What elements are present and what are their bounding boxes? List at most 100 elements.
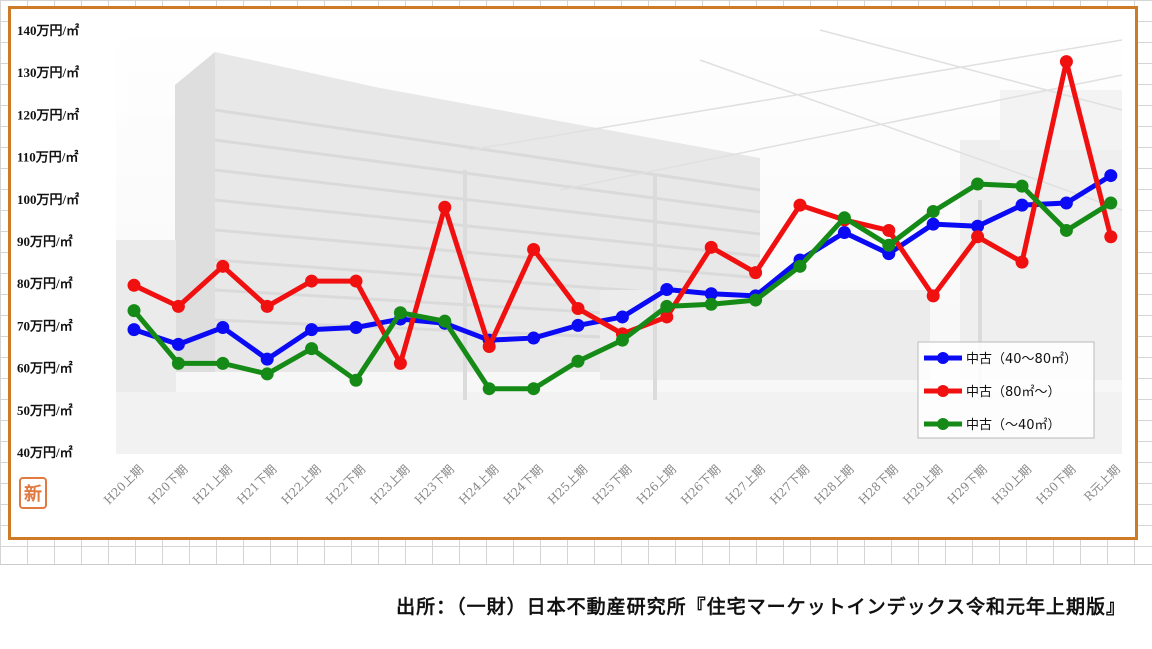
- x-tick-label: H25下期: [589, 462, 634, 507]
- data-point: [171, 337, 185, 351]
- y-tick-label: 140万円/㎡: [17, 23, 79, 38]
- data-point: [527, 331, 541, 345]
- data-point: [393, 356, 407, 370]
- data-point: [216, 321, 230, 335]
- x-tick-label: H26下期: [678, 462, 723, 507]
- data-point: [660, 283, 674, 297]
- y-tick-label: 50万円/㎡: [17, 403, 73, 418]
- data-point: [704, 297, 718, 311]
- new-badge: 新: [19, 477, 47, 509]
- data-point: [971, 230, 985, 244]
- data-point: [438, 200, 452, 214]
- data-point: [127, 304, 141, 318]
- x-tick-label: H29下期: [945, 462, 990, 507]
- x-tick-label: H21下期: [234, 462, 279, 507]
- data-point: [837, 226, 851, 240]
- data-point: [793, 198, 807, 212]
- data-point: [1104, 169, 1118, 183]
- data-point: [704, 287, 718, 301]
- x-tick-label: H20上期: [101, 462, 146, 507]
- y-tick-label: 40万円/㎡: [17, 445, 73, 460]
- data-point: [1015, 255, 1029, 269]
- x-tick-label: H25上期: [545, 462, 590, 507]
- x-axis-tick-labels: H20上期 H20下期 H21上期 H21下期 H22上期 H22下期 H23上期 H23下期…: [101, 462, 1123, 507]
- data-point: [527, 242, 541, 256]
- y-tick-label: 60万円/㎡: [17, 361, 73, 376]
- data-point: [127, 323, 141, 337]
- data-point: [926, 289, 940, 303]
- x-tick-label: H30下期: [1033, 462, 1078, 507]
- legend-swatch-marker: [937, 352, 949, 364]
- legend-label: 中古（～40㎡）: [966, 418, 1061, 433]
- data-point: [1059, 223, 1073, 237]
- series-3: [127, 177, 1118, 396]
- x-tick-label: H26上期: [634, 462, 679, 507]
- data-point: [749, 293, 763, 307]
- legend: 中古（40～80㎡） 中古（80㎡～） 中古（～40㎡）: [917, 341, 1095, 439]
- x-tick-label: H27上期: [723, 462, 768, 507]
- y-tick-label: 90万円/㎡: [17, 234, 73, 249]
- series-layer: [127, 55, 1118, 396]
- data-point: [305, 342, 319, 356]
- data-point: [793, 259, 807, 273]
- data-point: [482, 340, 496, 353]
- data-point: [1059, 55, 1073, 69]
- data-point: [527, 382, 541, 396]
- data-point: [349, 321, 363, 335]
- new-badge-text: 新: [24, 483, 42, 505]
- data-point: [615, 333, 629, 347]
- data-point: [660, 310, 674, 324]
- legend-label: 中古（40～80㎡）: [966, 352, 1077, 367]
- x-tick-label: H20下期: [145, 462, 190, 507]
- y-tick-label: 110万円/㎡: [17, 150, 78, 165]
- y-tick-label: 70万円/㎡: [17, 318, 73, 333]
- y-tick-label: 100万円/㎡: [17, 192, 79, 207]
- x-tick-label: H28上期: [811, 462, 856, 507]
- data-point: [1015, 198, 1029, 212]
- data-point: [260, 299, 274, 313]
- x-tick-label: R元上期: [1081, 462, 1123, 504]
- data-point: [1104, 230, 1118, 244]
- data-point: [171, 356, 185, 370]
- data-point: [971, 219, 985, 233]
- data-point: [571, 354, 585, 368]
- y-tick-label: 120万円/㎡: [17, 107, 79, 122]
- data-point: [171, 299, 185, 313]
- data-point: [971, 177, 985, 191]
- data-point: [571, 318, 585, 332]
- data-point: [482, 382, 496, 396]
- x-tick-label: H29上期: [900, 462, 945, 507]
- legend-item: 中古（40～80㎡）: [924, 352, 1077, 367]
- x-tick-label: H30上期: [989, 462, 1034, 507]
- data-point: [704, 240, 718, 254]
- data-point: [571, 302, 585, 316]
- legend-item: 中古（～40㎡）: [924, 418, 1061, 433]
- x-tick-label: H21上期: [190, 462, 235, 507]
- x-tick-label: H23下期: [412, 462, 457, 507]
- x-tick-label: H23上期: [367, 462, 412, 507]
- source-caption: 出所：（一財）日本不動産研究所『住宅マーケットインデックス令和元年上期版』: [396, 596, 1126, 618]
- data-point: [393, 306, 407, 320]
- data-point: [305, 274, 319, 288]
- data-point: [660, 299, 674, 313]
- data-point: [837, 211, 851, 225]
- data-point: [127, 278, 141, 292]
- data-point: [260, 367, 274, 381]
- data-point: [926, 204, 940, 218]
- x-tick-label: H28下期: [856, 462, 901, 507]
- data-point: [882, 238, 896, 252]
- data-point: [882, 223, 896, 237]
- data-point: [1104, 196, 1118, 210]
- legend-swatch-marker: [937, 418, 949, 430]
- data-point: [349, 373, 363, 387]
- x-tick-label: H24上期: [456, 462, 501, 507]
- y-tick-label: 130万円/㎡: [17, 65, 79, 80]
- x-tick-label: H22上期: [279, 462, 324, 507]
- y-axis-tick-labels: 40万円/㎡ 50万円/㎡ 60万円/㎡ 70万円/㎡ 80万円/㎡ 90万円/㎡ 100万…: [17, 23, 79, 460]
- x-tick-label: H27下期: [767, 462, 812, 507]
- series-1: [127, 169, 1118, 366]
- source-row: [0, 564, 1152, 649]
- data-point: [1059, 196, 1073, 210]
- data-point: [749, 266, 763, 280]
